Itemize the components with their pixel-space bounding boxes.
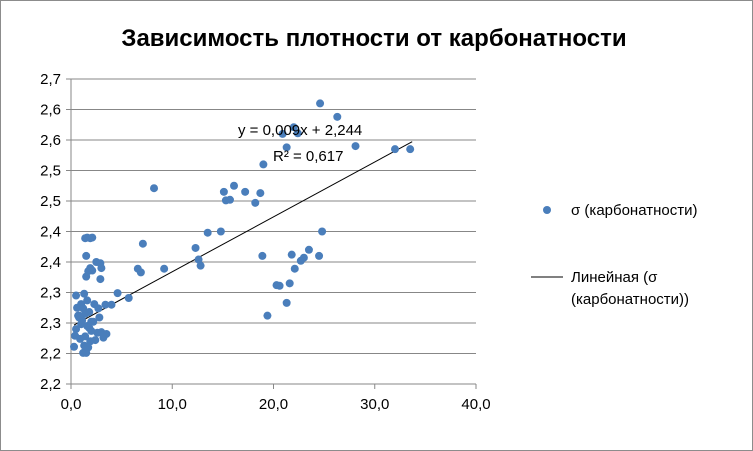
data-point bbox=[191, 243, 200, 252]
tick-labels: 2,2 2,2 2,3 2,3 2,4 2,4 2,5 2,5 2,6 2,6 2,7 0,0 10,0… bbox=[40, 71, 490, 413]
data-point bbox=[96, 259, 105, 268]
data-point bbox=[391, 145, 399, 154]
trendline-r-squared: R² = 0,617 bbox=[273, 148, 343, 165]
trendline-equation: y = 0,009x + 2,244 bbox=[238, 122, 362, 139]
data-point bbox=[70, 342, 79, 351]
y-tick-label: 2,5 bbox=[40, 193, 61, 210]
x-tick-label: 30,0 bbox=[360, 396, 389, 413]
x-tick-label: 10,0 bbox=[158, 396, 187, 413]
data-point bbox=[88, 233, 97, 242]
data-point bbox=[318, 227, 327, 236]
data-point bbox=[160, 264, 169, 273]
data-point bbox=[84, 343, 93, 352]
data-point bbox=[88, 266, 97, 275]
scatter-points bbox=[70, 99, 415, 357]
y-tick-label: 2,6 bbox=[40, 132, 61, 149]
x-tick-label: 40,0 bbox=[461, 396, 490, 413]
legend-label-trendline-line1: Линейная (σ bbox=[571, 269, 658, 286]
y-tick-label: 2,4 bbox=[40, 224, 61, 241]
data-point bbox=[275, 281, 284, 290]
data-point bbox=[258, 251, 267, 260]
data-point bbox=[196, 261, 205, 270]
data-point bbox=[101, 300, 110, 309]
data-point bbox=[87, 326, 96, 335]
data-point bbox=[80, 289, 89, 298]
data-point bbox=[219, 187, 228, 196]
data-point bbox=[406, 145, 415, 154]
data-point bbox=[87, 317, 96, 326]
x-tick-label: 20,0 bbox=[259, 396, 288, 413]
data-point bbox=[225, 195, 234, 204]
axes bbox=[66, 78, 477, 389]
data-point bbox=[96, 275, 105, 284]
y-tick-label: 2,4 bbox=[40, 254, 61, 271]
data-point bbox=[293, 129, 302, 138]
data-point bbox=[299, 253, 308, 262]
data-point bbox=[256, 189, 265, 198]
legend: σ (карбонатности) Линейная (σ (карбонатн… bbox=[531, 202, 697, 308]
data-point bbox=[138, 239, 147, 248]
y-tick-label: 2,5 bbox=[40, 163, 61, 180]
data-point bbox=[75, 311, 84, 320]
y-tick-label: 2,2 bbox=[40, 346, 61, 363]
data-point bbox=[102, 329, 111, 338]
data-point bbox=[216, 227, 225, 236]
data-point bbox=[107, 300, 116, 309]
data-point bbox=[290, 264, 299, 273]
data-point bbox=[91, 336, 100, 345]
data-point bbox=[113, 289, 122, 298]
data-point bbox=[94, 304, 103, 313]
data-point bbox=[82, 251, 91, 260]
data-point bbox=[83, 296, 92, 305]
data-point bbox=[81, 332, 90, 341]
data-point bbox=[136, 268, 145, 277]
data-point bbox=[194, 255, 203, 264]
data-point bbox=[287, 250, 296, 259]
data-point bbox=[316, 99, 325, 108]
data-point bbox=[72, 325, 81, 334]
data-point bbox=[95, 313, 104, 322]
y-tick-label: 2,6 bbox=[40, 102, 61, 119]
data-point bbox=[85, 308, 94, 317]
legend-label-points: σ (карбонатности) bbox=[571, 202, 697, 219]
y-tick-label: 2,2 bbox=[40, 376, 61, 393]
data-point bbox=[289, 123, 298, 132]
data-point bbox=[72, 291, 81, 300]
legend-label-trendline-line2: (карбонатности)) bbox=[571, 291, 689, 308]
chart-title: Зависимость плотности от карбонатности bbox=[121, 25, 626, 52]
data-point bbox=[333, 112, 342, 121]
data-point bbox=[315, 251, 324, 260]
y-tick-label: 2,3 bbox=[40, 315, 61, 332]
data-point bbox=[259, 160, 268, 169]
data-point bbox=[251, 198, 260, 207]
data-point bbox=[263, 311, 272, 320]
data-point bbox=[230, 181, 239, 190]
data-point bbox=[203, 228, 212, 237]
data-point bbox=[124, 293, 133, 302]
data-point bbox=[282, 143, 291, 152]
data-point bbox=[278, 129, 287, 138]
data-point bbox=[285, 279, 294, 288]
x-tick-label: 0,0 bbox=[61, 396, 82, 413]
legend-marker-points bbox=[543, 206, 551, 214]
data-point bbox=[282, 298, 291, 307]
data-point bbox=[351, 142, 360, 151]
gridlines bbox=[71, 78, 476, 354]
data-point bbox=[241, 187, 250, 196]
y-tick-label: 2,3 bbox=[40, 285, 61, 302]
data-point bbox=[150, 184, 159, 193]
y-tick-label: 2,7 bbox=[40, 71, 61, 88]
data-point bbox=[304, 245, 313, 254]
